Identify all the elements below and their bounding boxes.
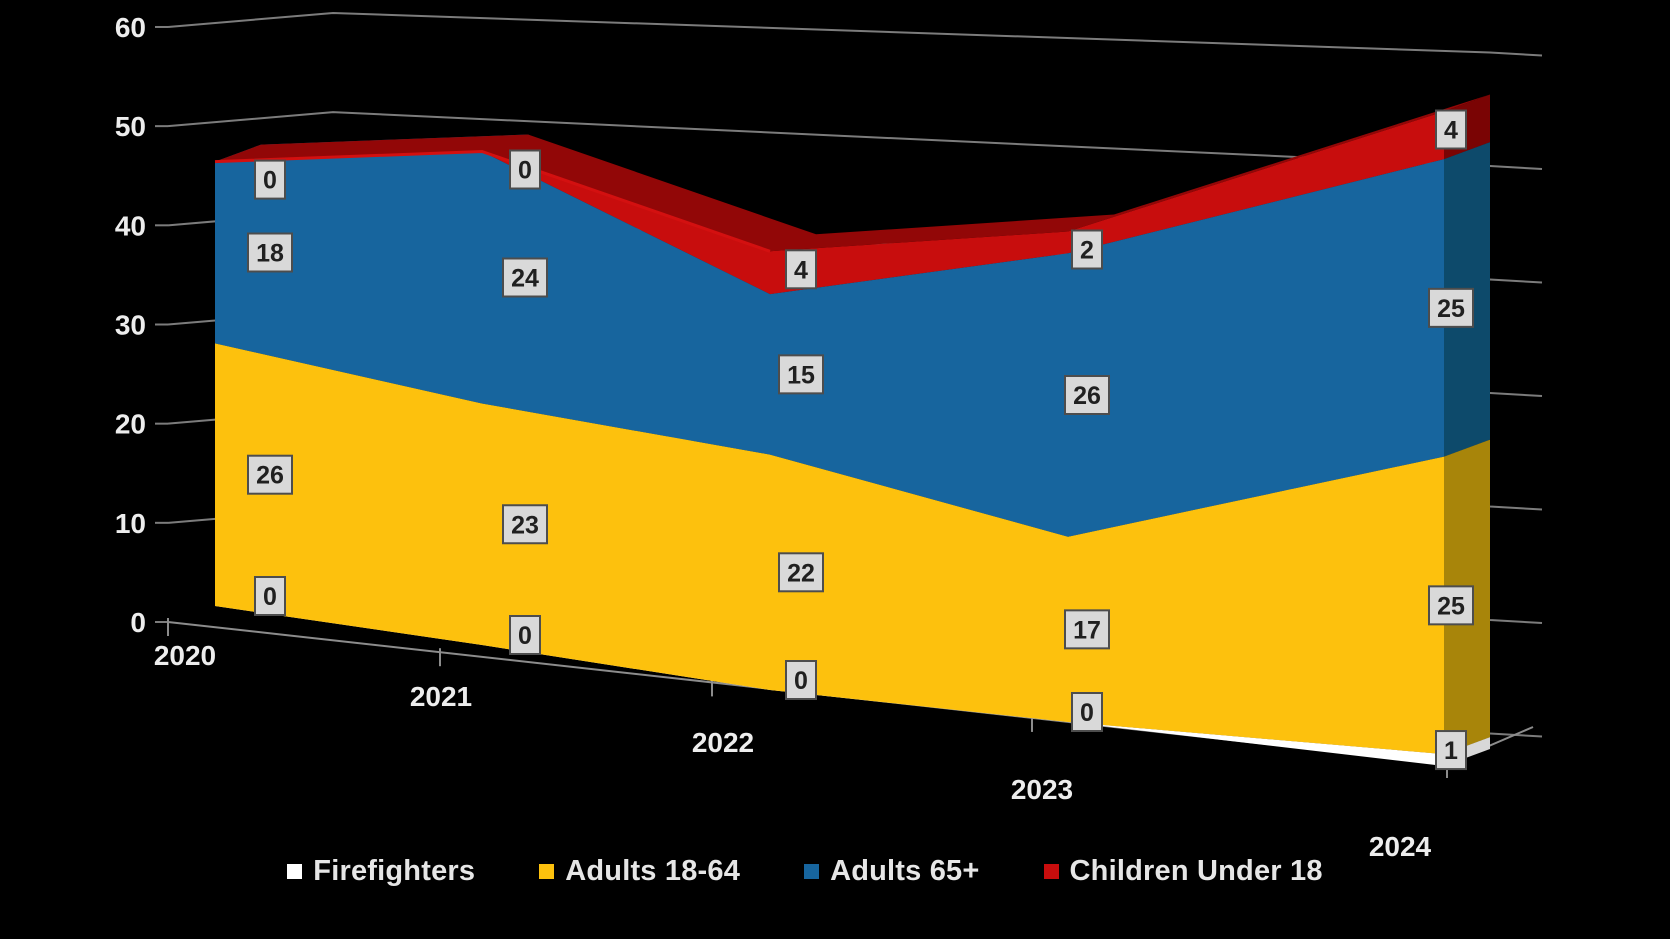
data-label: 4 (794, 256, 808, 284)
area-front-firefighters (215, 606, 1444, 766)
data-label-box (1071, 692, 1103, 732)
x-axis-label: 2024 (1369, 831, 1432, 862)
chart-legend: Firefighters Adults 18-64 Adults 65+ Childr… (0, 855, 1640, 888)
data-label: 17 (1073, 616, 1101, 644)
y-axis-label: 10 (115, 508, 146, 539)
data-label: 25 (1437, 592, 1465, 620)
data-label: 26 (256, 462, 284, 490)
data-label-box (254, 159, 286, 200)
data-label-box (785, 660, 817, 700)
data-label: 0 (263, 167, 277, 195)
data-label: 25 (1437, 295, 1465, 323)
data-label: 24 (511, 265, 539, 293)
y-axis-label: 30 (115, 309, 146, 340)
legend-label: Children Under 18 (1069, 855, 1323, 887)
data-label-box (1428, 585, 1474, 626)
data-label-box (247, 232, 293, 273)
gridline (167, 11, 1543, 57)
legend-label: Firefighters (313, 855, 476, 887)
data-label-box (1071, 229, 1103, 270)
y-axis-label: 20 (115, 409, 146, 440)
legend-swatch (287, 864, 303, 879)
legend-item-adults-65-: Adults 65+ (804, 855, 979, 888)
data-label-box (502, 504, 548, 545)
data-label: 0 (518, 622, 532, 650)
legend-item-children-under-18: Children Under 18 (1043, 855, 1323, 888)
data-label: 0 (1080, 699, 1094, 727)
data-label-box (1435, 730, 1467, 771)
area-front-adults-65- (215, 151, 1444, 537)
data-label: 0 (263, 583, 277, 611)
data-label: 1 (1444, 737, 1458, 765)
data-label-box (1428, 287, 1474, 328)
data-label-box (778, 552, 824, 593)
data-label: 4 (1444, 117, 1458, 145)
y-axis-label: 50 (115, 111, 146, 142)
legend-item-firefighters: Firefighters (287, 855, 475, 888)
data-label: 15 (787, 361, 815, 389)
data-label-box (1435, 109, 1467, 150)
data-label: 0 (794, 667, 808, 695)
data-label-box (1064, 609, 1110, 650)
legend-item-adults-18-64: Adults 18-64 (539, 855, 740, 888)
data-label-box (254, 576, 286, 616)
data-label-box (247, 454, 293, 495)
data-label-box (509, 149, 541, 190)
area-edge-children-under-18 (214, 149, 771, 253)
x-axis-label: 2023 (1011, 774, 1073, 805)
data-label: 22 (787, 559, 815, 587)
data-label-box (502, 257, 548, 298)
data-label-box (1064, 375, 1110, 415)
data-label-box (509, 615, 541, 655)
legend-label: Adults 18-64 (565, 855, 741, 887)
x-axis-label: 2022 (692, 727, 754, 758)
gridline (167, 111, 1543, 170)
legend-swatch (539, 864, 555, 879)
data-label: 2 (1080, 237, 1094, 265)
legend-swatch (1043, 864, 1059, 879)
data-label: 26 (1073, 382, 1101, 410)
data-label: 0 (518, 157, 532, 185)
data-label: 23 (511, 511, 539, 539)
data-label: 18 (256, 240, 284, 268)
y-axis-label: 40 (115, 210, 146, 241)
legend-swatch (804, 864, 820, 879)
y-axis-label: 60 (115, 12, 146, 43)
area-front-children-under-18 (215, 111, 1444, 295)
area-front-adults-18-64 (215, 343, 1444, 755)
y-axis-label: 0 (130, 607, 146, 638)
x-axis-label: 2020 (154, 640, 216, 671)
x-axis-label: 2021 (410, 681, 472, 712)
legend-label: Adults 65+ (830, 855, 980, 887)
data-label-box (785, 249, 817, 290)
data-label-box (778, 354, 824, 395)
